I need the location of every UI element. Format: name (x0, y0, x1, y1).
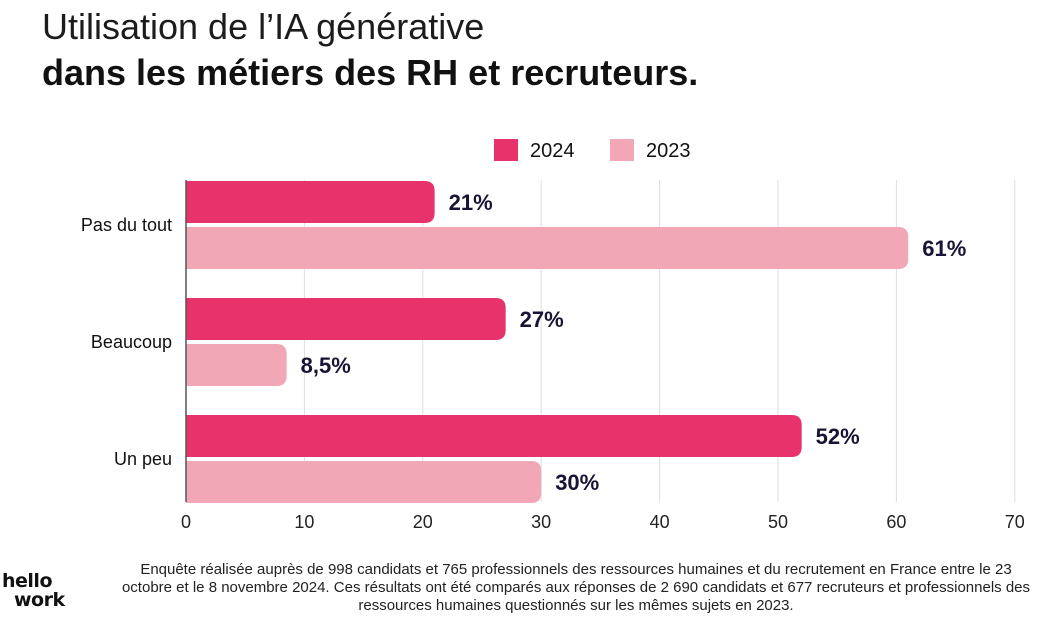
bar-value-label: 27% (520, 307, 564, 332)
chart-bars: 21% 61% 27% 8,5% 52% 30% (186, 181, 966, 503)
bar-2023 (186, 461, 542, 503)
x-tick-label: 0 (181, 512, 191, 532)
bar-value-label: 52% (816, 424, 860, 449)
logo-text-hello: hellо (2, 570, 53, 592)
legend-swatch-2023 (610, 139, 634, 161)
x-tick-label: 40 (650, 512, 670, 532)
logo-text-work: work (14, 589, 65, 611)
bar-value-label: 21% (449, 190, 493, 215)
x-tick-label: 50 (768, 512, 788, 532)
hellowork-logo: hellо work (2, 572, 92, 614)
chart-subtitle: dans les métiers des RH et recruteurs. (42, 52, 699, 93)
bar-2024 (186, 181, 435, 223)
bar-chart: 21% 61% 27% 8,5% 52% 30% 0 10 20 30 40 50 60 70 Pas d… (81, 139, 1025, 532)
x-axis: 0 10 20 30 40 50 60 70 Pas du tout Beaucoup Un peu (81, 180, 1025, 532)
bar-2024 (186, 298, 506, 340)
survey-footnote: Enquête réalisée auprès de 998 candidats… (121, 561, 1031, 614)
x-tick-label: 10 (294, 512, 314, 532)
chart-title: Utilisation de l’IA générative (42, 6, 485, 47)
bar-value-label: 61% (922, 236, 966, 261)
bar-2023 (186, 227, 909, 269)
chart-legend: 2024 2023 (494, 139, 691, 162)
legend-label: 2023 (646, 140, 691, 162)
bar-value-label: 30% (555, 470, 599, 495)
bar-2024 (186, 415, 802, 457)
bar-value-label: 8,5% (301, 353, 351, 378)
x-tick-label: 20 (413, 512, 433, 532)
legend-label: 2024 (530, 140, 575, 162)
x-tick-label: 60 (886, 512, 906, 532)
category-label: Un peu (114, 449, 172, 469)
x-tick-label: 30 (531, 512, 551, 532)
bar-2023 (186, 344, 287, 386)
category-label: Pas du tout (81, 215, 172, 235)
legend-swatch-2024 (494, 139, 518, 161)
category-label: Beaucoup (91, 332, 172, 352)
x-tick-label: 70 (1005, 512, 1025, 532)
